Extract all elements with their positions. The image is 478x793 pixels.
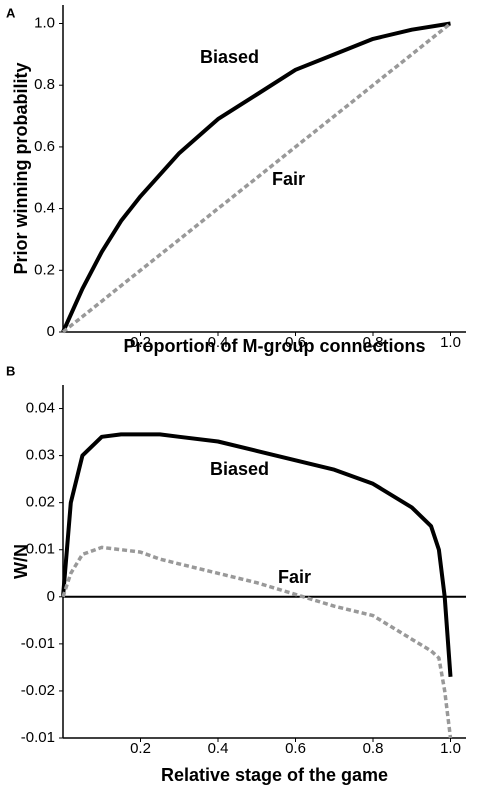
series-label: Biased <box>210 459 269 479</box>
y-tick-label: 0.6 <box>34 138 55 155</box>
y-axis-title: Prior winning probability <box>11 62 31 274</box>
y-tick-label: 0.02 <box>26 494 55 511</box>
x-tick-label: 0.2 <box>130 740 151 757</box>
x-tick-label: 0.2 <box>130 334 151 351</box>
y-tick-label: 0 <box>47 323 55 340</box>
y-tick-label: 0.8 <box>34 76 55 93</box>
series-line <box>61 432 453 677</box>
x-tick-label: 0.4 <box>208 334 229 351</box>
series-line <box>61 22 452 334</box>
y-tick-label: -0.01 <box>21 729 55 746</box>
x-tick-label: 1.0 <box>440 334 461 351</box>
x-tick-label: 0.8 <box>363 334 384 351</box>
y-tick-label: 0.4 <box>34 200 55 217</box>
panel-label: B <box>6 363 15 378</box>
y-tick-label: 0.2 <box>34 261 55 278</box>
series-line <box>61 545 453 739</box>
y-tick-label: 0.01 <box>26 541 55 558</box>
series-label: Fair <box>278 567 311 587</box>
y-tick-label: 0.03 <box>26 447 55 464</box>
x-tick-label: 0.6 <box>285 740 306 757</box>
x-tick-label: 0.8 <box>363 740 384 757</box>
y-tick-label: 1.0 <box>34 14 55 31</box>
series-line <box>61 21 451 333</box>
y-tick-label: -0.02 <box>21 682 55 699</box>
y-tick-label: 0 <box>47 588 55 605</box>
x-tick-label: 0.4 <box>208 740 229 757</box>
panel-label: A <box>6 5 16 20</box>
x-axis-title: Relative stage of the game <box>161 765 388 785</box>
x-tick-label: 0.6 <box>285 334 306 351</box>
x-tick-label: 1.0 <box>440 740 461 757</box>
series-label: Fair <box>272 169 305 189</box>
y-axis-title: W/N <box>11 544 31 579</box>
series-label: Biased <box>200 47 259 67</box>
x-axis-title: Proportion of M-group connections <box>124 336 426 356</box>
y-tick-label: -0.01 <box>21 635 55 652</box>
y-tick-label: 0.04 <box>26 400 55 417</box>
